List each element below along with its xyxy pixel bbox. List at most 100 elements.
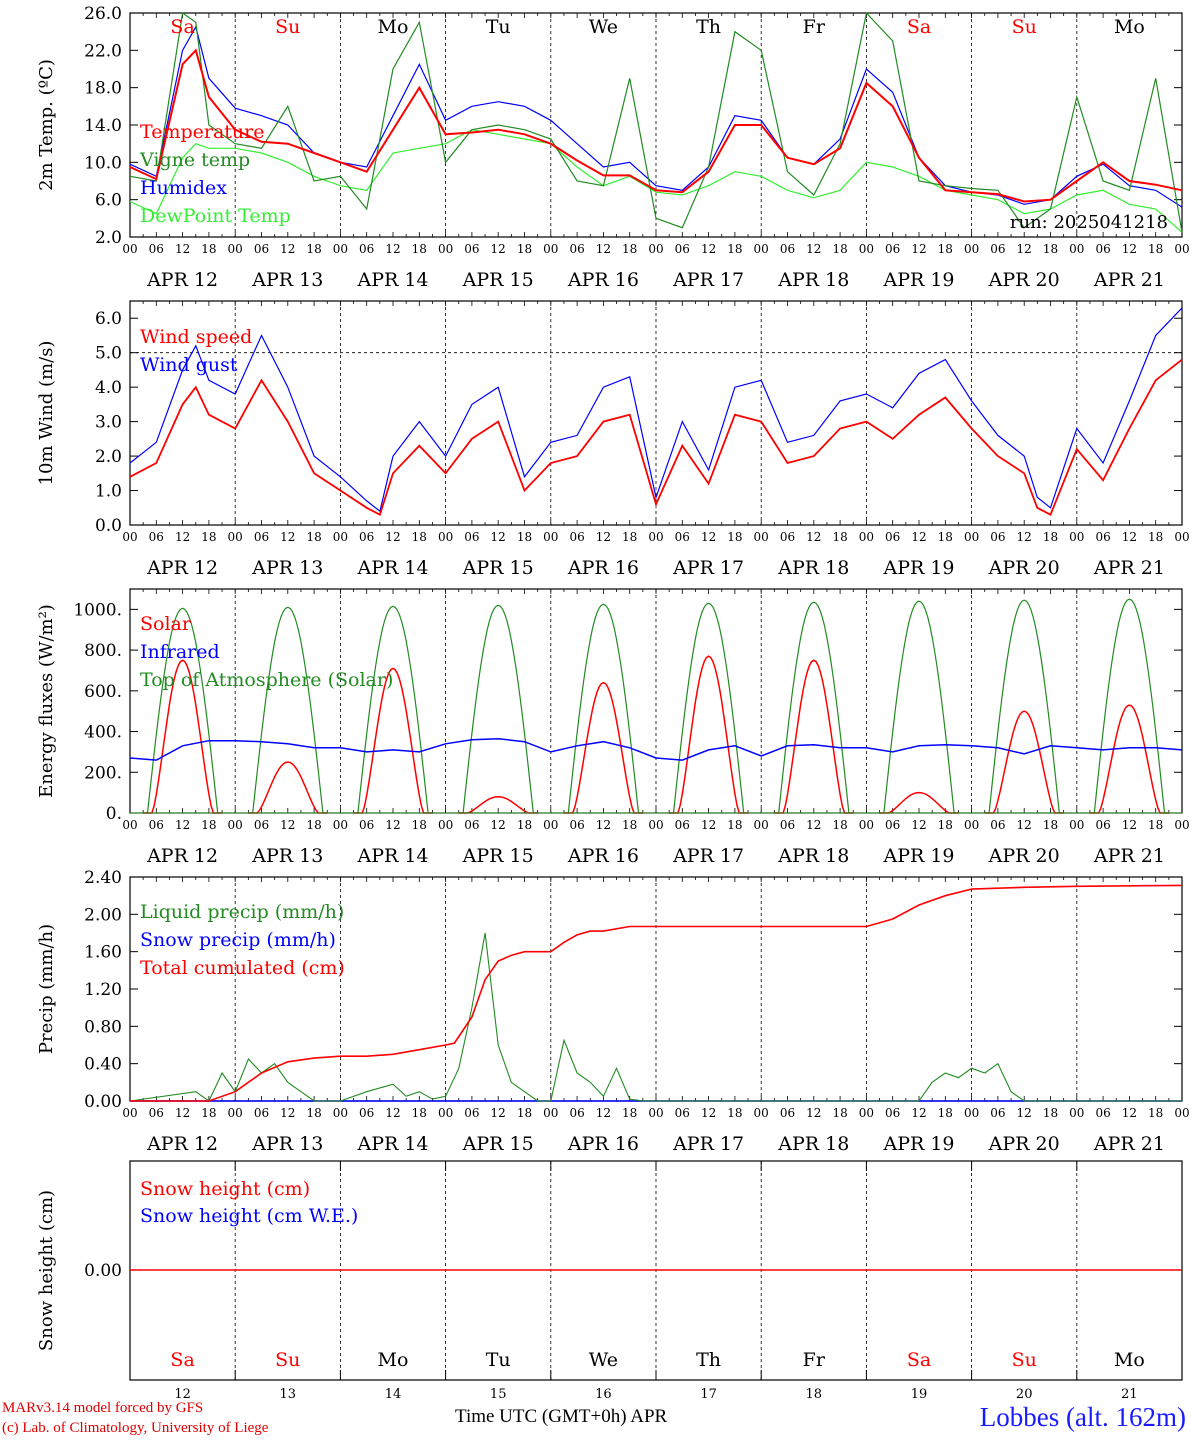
y-tick-label: 6.0 — [95, 191, 122, 211]
hour-tick-label: 12 — [1122, 530, 1137, 544]
hour-tick-label: 06 — [359, 1106, 374, 1120]
y-tick-label: 1.20 — [84, 980, 122, 1000]
solar-line — [984, 710, 1064, 814]
y-tick-label: 0.0 — [95, 516, 122, 536]
legend-entry: Wind gust — [140, 354, 238, 376]
day-name-label: Mo — [378, 16, 409, 38]
hour-tick-label: 06 — [1095, 242, 1110, 256]
date-label: APR 16 — [567, 1133, 639, 1155]
day-name-label: We — [589, 16, 618, 38]
date-label: APR 14 — [356, 1133, 428, 1155]
y-tick-label: 400. — [84, 723, 122, 743]
hour-tick-label: 18 — [938, 242, 953, 256]
total-cumulated-line — [130, 884, 1183, 1102]
hour-tick-label: 12 — [596, 530, 611, 544]
date-label: APR 19 — [882, 269, 954, 291]
hour-tick-label: 18 — [1043, 530, 1058, 544]
solar-line — [248, 761, 328, 814]
day-name-label: Sa — [170, 16, 194, 38]
date-label: APR 12 — [146, 269, 218, 291]
date-label: APR 13 — [251, 557, 323, 579]
run-label: run: 2025041218 — [1010, 212, 1168, 233]
day-name-label: Mo — [1114, 1349, 1145, 1371]
day-name-label: Sa — [907, 16, 931, 38]
hour-tick-label: 00 — [543, 1106, 558, 1120]
hour-tick-label: 00 — [1069, 530, 1084, 544]
hour-tick-label: 12 — [911, 530, 926, 544]
solar-line — [564, 681, 643, 814]
legend-entry: Total cumulated (cm) — [140, 957, 345, 979]
date-label: APR 18 — [777, 1133, 849, 1155]
solar-line — [774, 659, 854, 814]
hour-tick-label: 12 — [911, 1106, 926, 1120]
hour-tick-label: 06 — [1095, 530, 1110, 544]
hour-tick-label: 18 — [1148, 530, 1163, 544]
hour-tick-label: 06 — [569, 242, 584, 256]
hour-tick-label: 00 — [543, 530, 558, 544]
hour-tick-label: 12 — [806, 1106, 821, 1120]
temperature-series-line — [129, 48, 1183, 203]
hour-tick-label: 06 — [885, 1106, 900, 1120]
hour-tick-label: 00 — [859, 242, 874, 256]
hour-tick-label: 00 — [754, 242, 769, 256]
hour-tick-label: 18 — [832, 818, 847, 832]
y-tick-label: 0.80 — [84, 1017, 122, 1037]
date-label: APR 19 — [882, 557, 954, 579]
hour-tick-label: 00 — [438, 818, 453, 832]
date-label: APR 17 — [672, 1133, 744, 1155]
infrared-line — [129, 737, 1183, 761]
date-label: APR 15 — [462, 1133, 534, 1155]
date-label: APR 12 — [146, 557, 218, 579]
hour-tick-label: 06 — [254, 242, 269, 256]
hour-tick-label: 12 — [1122, 818, 1137, 832]
hour-tick-label: 06 — [359, 242, 374, 256]
hour-tick-label: 06 — [675, 242, 690, 256]
hour-tick-label: 18 — [622, 242, 637, 256]
hour-tick-label: 12 — [1017, 818, 1032, 832]
hour-tick-label: 06 — [569, 530, 584, 544]
hour-tick-label: 06 — [780, 818, 795, 832]
hour-tick-label: 06 — [780, 1106, 795, 1120]
date-label: APR 19 — [882, 1133, 954, 1155]
solar-line — [458, 795, 538, 814]
hour-tick-label: 00 — [859, 818, 874, 832]
y-tick-label: 22.0 — [84, 41, 122, 61]
y-tick-label: 5.0 — [95, 344, 122, 364]
day-number-label: 13 — [280, 1387, 297, 1400]
hour-tick-label: 18 — [727, 1106, 742, 1120]
y-tick-label: 14.0 — [84, 116, 122, 136]
hour-tick-label: 12 — [701, 242, 716, 256]
wind-gust-line — [129, 307, 1183, 513]
hour-tick-label: 18 — [938, 818, 953, 832]
hour-tick-label: 12 — [596, 242, 611, 256]
hour-tick-label: 12 — [806, 818, 821, 832]
hour-tick-label: 00 — [648, 818, 663, 832]
toa-solar-line — [1089, 598, 1169, 814]
hour-tick-label: 06 — [254, 818, 269, 832]
hour-tick-label: 00 — [754, 818, 769, 832]
toa-solar-line — [458, 604, 538, 814]
hour-tick-label: 18 — [412, 242, 427, 256]
date-label: APR 14 — [356, 557, 428, 579]
date-label: APR 13 — [251, 1133, 323, 1155]
hour-tick-label: 06 — [569, 818, 584, 832]
hour-tick-label: 18 — [1043, 242, 1058, 256]
hour-tick-label: 06 — [780, 530, 795, 544]
hour-tick-label: 00 — [543, 242, 558, 256]
y-tick-label: 200. — [84, 763, 122, 783]
toa-solar-line — [879, 600, 959, 814]
legend-entry: DewPoint Temp — [140, 205, 291, 227]
date-label: APR 20 — [988, 557, 1060, 579]
hour-tick-label: 18 — [201, 242, 216, 256]
toa-solar-line — [248, 606, 328, 814]
hour-tick-label: 06 — [464, 530, 479, 544]
hour-tick-label: 12 — [596, 818, 611, 832]
hour-tick-label: 00 — [228, 242, 243, 256]
hour-tick-label: 18 — [727, 530, 742, 544]
toa-solar-line — [774, 601, 854, 814]
y-tick-label: 0.00 — [84, 1092, 122, 1112]
date-label: APR 21 — [1093, 557, 1165, 579]
hour-tick-label: 18 — [727, 818, 742, 832]
day-name-label: Th — [696, 1349, 721, 1371]
hour-tick-label: 06 — [885, 242, 900, 256]
